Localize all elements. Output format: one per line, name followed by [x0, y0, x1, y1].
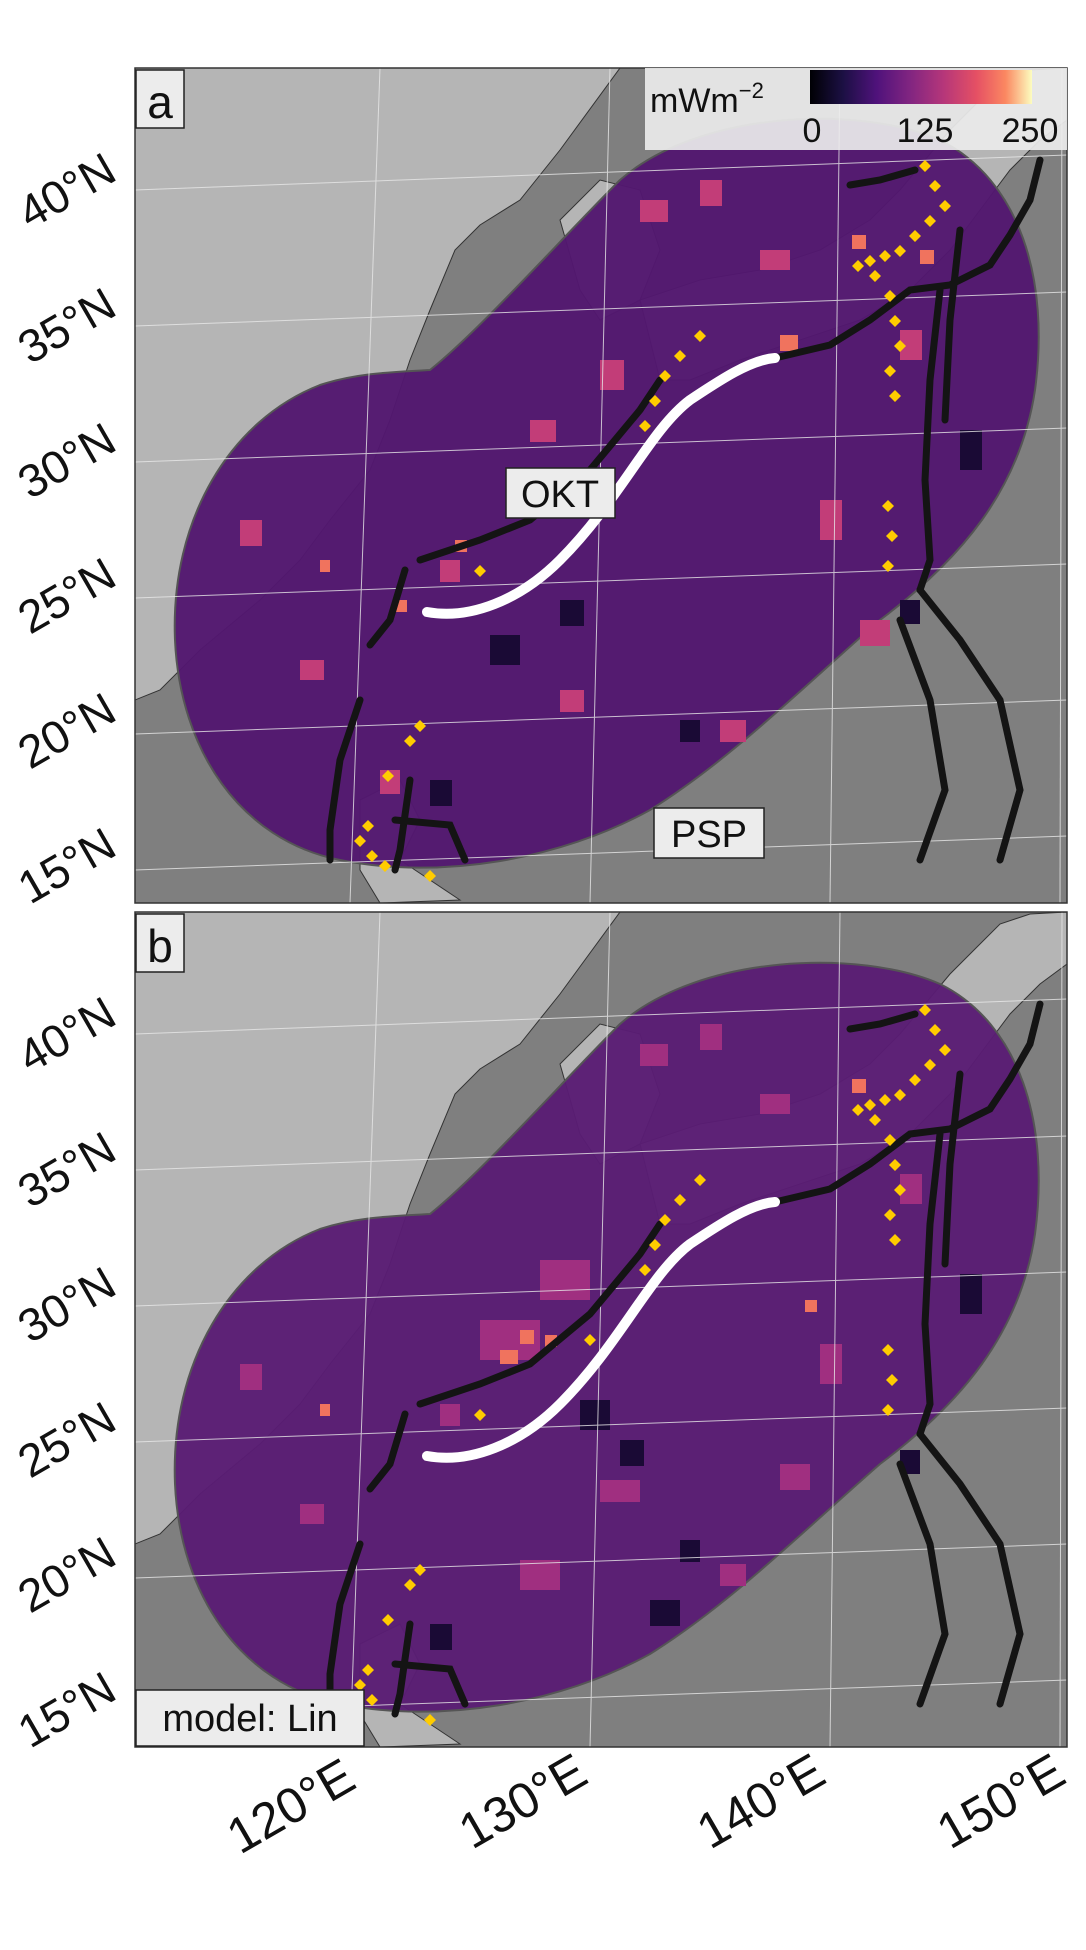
colorbar-tick-250: 250: [1002, 112, 1059, 150]
lat-label: 20°N: [9, 1526, 124, 1622]
lon-label: 150°E: [928, 1743, 1074, 1860]
psp-tag: PSP: [671, 814, 747, 856]
trench-lines: [326, 156, 1044, 874]
volcano-markers: [354, 160, 951, 882]
lat-label: 25°N: [9, 547, 124, 643]
panel-b: b model: Lin: [134, 911, 1068, 1748]
okt-axis: [422, 353, 780, 619]
lat-label: 20°N: [9, 682, 124, 778]
panel-b-letter-box: [135, 913, 185, 973]
heatflow-cold-cells: [430, 1274, 982, 1650]
colorbar-unit-exponent: −2: [739, 78, 764, 103]
longitude-labels: 120°E 130°E 140°E 150°E: [218, 1743, 1074, 1865]
model-label: model: Lin: [162, 1698, 337, 1740]
colorbar-unit: mWm: [650, 82, 739, 120]
lon-label: 120°E: [218, 1748, 364, 1865]
lat-label: 15°N: [9, 1661, 124, 1757]
graticule: [135, 68, 1067, 903]
lat-label: 40°N: [9, 142, 124, 238]
okt-tag: OKT: [521, 474, 599, 516]
colorbar-unit-label: mWm−2: [650, 78, 764, 120]
latitude-labels-b: 40°N 35°N 30°N 25°N 20°N 15°N: [9, 986, 124, 1757]
okt-axis: [422, 1197, 780, 1463]
heatflow-cold-cells: [430, 430, 982, 806]
psp-tag-box: [653, 807, 765, 859]
heatflow-cells: [240, 1024, 922, 1590]
panel-a-frame: [134, 67, 1068, 904]
lat-label: 15°N: [9, 817, 124, 913]
okt-tag-box: [505, 467, 616, 519]
lat-label: 35°N: [9, 1121, 124, 1217]
trench-lines: [326, 1000, 1044, 1718]
heatflow-domain: [173, 961, 1040, 1713]
colorbar-gradient: [810, 70, 1032, 104]
graticule: [135, 912, 1067, 1747]
panel-a-letter: a: [147, 76, 173, 128]
lat-label: 30°N: [9, 1256, 124, 1352]
lat-label: 35°N: [9, 277, 124, 373]
lat-label: 40°N: [9, 986, 124, 1082]
volcano-markers: [354, 1004, 951, 1726]
panel-a-letter-box: [135, 69, 185, 129]
panel-b-frame: [134, 911, 1068, 1748]
panel-a: a mWm−2 0 125 250 OKT PSP: [134, 67, 1068, 904]
lat-label: 30°N: [9, 412, 124, 508]
latitude-labels-a: 40°N 35°N 30°N 25°N 20°N 15°N: [9, 142, 124, 913]
lat-label: 25°N: [9, 1391, 124, 1487]
colorbar-tick-125: 125: [897, 112, 954, 150]
colorbar-tick-0: 0: [803, 112, 822, 150]
panel-b-letter: b: [147, 920, 173, 972]
model-label-box: [135, 1689, 365, 1747]
lon-label: 140°E: [688, 1743, 834, 1860]
heatflow-cells: [240, 180, 922, 794]
lon-label: 130°E: [450, 1743, 596, 1860]
